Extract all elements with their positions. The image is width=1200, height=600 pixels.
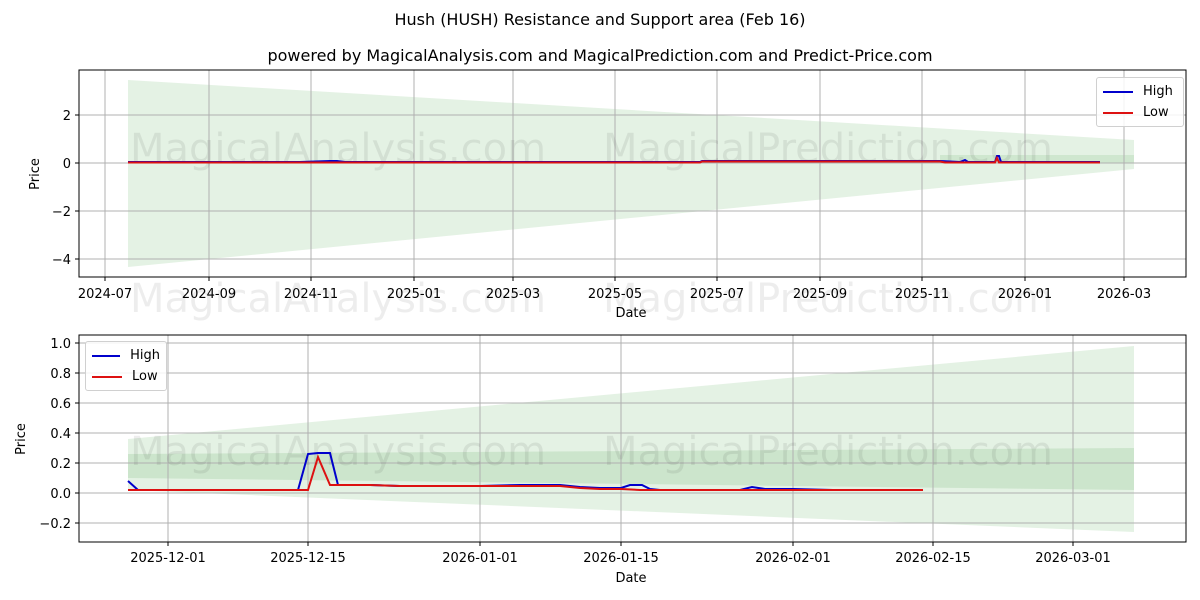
bottom-y-tick: 0.0: [50, 487, 71, 502]
bottom-y-tick: 1.0: [50, 337, 71, 352]
high-line-swatch-icon: [92, 354, 121, 357]
bottom-y-tick: −0.2: [39, 517, 71, 532]
top-y-tick: 0: [63, 157, 71, 172]
bottom-y-tick: 0.6: [50, 397, 71, 412]
bottom-y-tick: 0.4: [50, 427, 71, 442]
bottom-chart: MagicalAnalysis.com MagicalPrediction.co…: [14, 334, 1187, 586]
legend-item-high: High: [92, 345, 160, 366]
bottom-y-tick-marks: [75, 342, 79, 524]
legend-item-high: High: [1103, 81, 1177, 102]
low-line-swatch-icon: [1103, 111, 1133, 114]
legend-label-low: Low: [1143, 105, 1169, 120]
chart-title: Hush (HUSH) Resistance and Support area …: [394, 10, 806, 29]
top-x-tick: 2026-01: [998, 287, 1052, 302]
legend-label-low: Low: [132, 369, 158, 384]
top-x-tick: 2024-07: [78, 287, 132, 302]
top-resistance-support-cone: [128, 80, 1134, 267]
watermark-magicalprediction: MagicalPrediction.com: [603, 126, 1053, 172]
bottom-x-tick: 2026-01-01: [442, 551, 518, 566]
bottom-x-axis-label: Date: [615, 571, 646, 586]
bottom-x-tick: 2026-02-01: [755, 551, 831, 566]
top-x-tick: 2025-11: [895, 287, 949, 302]
top-y-tick: −4: [52, 253, 71, 268]
bottom-y-tick: 0.2: [50, 457, 71, 472]
top-x-tick: 2025-03: [486, 287, 540, 302]
bottom-x-tick: 2026-01-15: [583, 551, 659, 566]
bottom-low-line: [128, 454, 923, 491]
bottom-x-tick-marks: [167, 542, 1074, 546]
top-axes-frame: [78, 69, 1187, 278]
bottom-y-axis-label: Price: [14, 423, 29, 455]
watermark-magicalanalysis-2: MagicalAnalysis.com: [130, 276, 546, 322]
watermark-magicalprediction-3: MagicalPrediction.com: [603, 429, 1053, 475]
top-x-tick: 2025-01: [387, 287, 441, 302]
bottom-x-tick: 2025-12-15: [270, 551, 346, 566]
top-chart: MagicalAnalysis.com MagicalPrediction.co…: [28, 69, 1187, 322]
bottom-x-tick: 2025-12-01: [130, 551, 206, 566]
bottom-legend: High Low: [85, 341, 167, 391]
high-line-swatch-icon: [1103, 90, 1133, 93]
top-y-tick: −2: [52, 205, 71, 220]
top-x-tick: 2025-07: [690, 287, 744, 302]
chart-subtitle: powered by MagicalAnalysis.com and Magic…: [267, 46, 933, 65]
watermark-magicalprediction-2: MagicalPrediction.com: [603, 276, 1053, 322]
watermark-magicalanalysis: MagicalAnalysis.com: [130, 126, 546, 172]
top-x-tick: 2025-05: [588, 287, 642, 302]
top-x-tick: 2024-09: [182, 287, 236, 302]
bottom-y-tick: 0.8: [50, 367, 71, 382]
legend-label-high: High: [130, 348, 160, 363]
top-x-tick: 2025-09: [793, 287, 847, 302]
top-low-line: [128, 155, 1100, 164]
legend-item-low: Low: [1103, 102, 1177, 123]
bottom-inner-band: [128, 448, 1134, 490]
legend-item-low: Low: [92, 366, 160, 387]
top-y-tick: 2: [63, 109, 71, 124]
bottom-grid: [79, 335, 1186, 542]
top-x-tick-marks: [104, 277, 1125, 281]
top-y-tick-marks: [75, 114, 79, 260]
legend-label-high: High: [1143, 84, 1173, 99]
bottom-x-tick: 2026-02-15: [895, 551, 971, 566]
bottom-axes-frame: [78, 334, 1187, 543]
top-x-tick: 2024-11: [284, 287, 338, 302]
top-x-axis-label: Date: [615, 306, 646, 321]
top-legend: High Low: [1096, 77, 1184, 127]
top-x-tick: 2026-03: [1097, 287, 1151, 302]
watermark-magicalanalysis-3: MagicalAnalysis.com: [130, 429, 546, 475]
top-y-axis-label: Price: [28, 158, 43, 190]
low-line-swatch-icon: [92, 375, 122, 378]
bottom-x-tick: 2026-03-01: [1035, 551, 1111, 566]
